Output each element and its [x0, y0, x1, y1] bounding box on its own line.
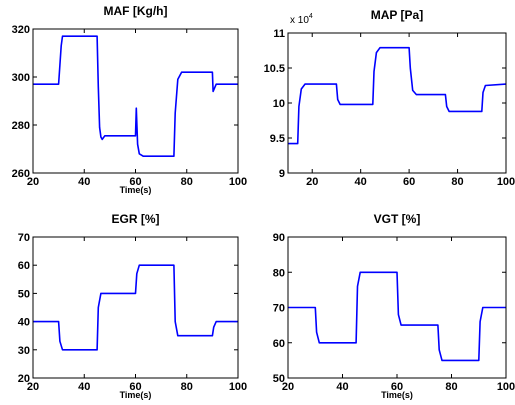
maf-xtick-label: 100 — [229, 176, 247, 188]
map-plot-multiplier: x 104 — [290, 13, 313, 26]
egr-plot-ticks: 20 40 60 80 100 20 30 40 50 60 70 — [18, 232, 247, 393]
map-ytick-label: 10.5 — [264, 63, 285, 75]
vgt-ytick-label: 50 — [273, 373, 285, 385]
egr-plot-frame — [32, 236, 239, 379]
map-plot-ticks: 20 40 60 80 100 9 9.5 10 10.5 11 — [264, 28, 515, 188]
vgt-xtick-label: 80 — [445, 381, 457, 393]
map-plot-lines — [288, 46, 507, 145]
egr-plot: EGR [%] Time(s) 20 40 60 80 100 20 30 40 50 60 70 — [18, 212, 247, 400]
maf-xtick-label: 20 — [27, 176, 39, 188]
maf-ytick-label: 320 — [12, 24, 30, 36]
egr-plot-lines — [33, 264, 238, 351]
vgt-series-line — [288, 271, 506, 362]
map-ytick-label: 9.5 — [270, 133, 285, 145]
map-ytick-label: 9 — [279, 168, 285, 180]
egr-xtick-label: 80 — [181, 381, 193, 393]
maf-plot-lines — [33, 35, 238, 157]
maf-plot-ticks: 20 40 60 80 100 260 280 300 320 — [12, 24, 248, 188]
vgt-ytick-label: 80 — [273, 267, 285, 279]
egr-ytick-label: 60 — [18, 260, 30, 272]
map-plot-multiplier-base: x 10 — [290, 15, 309, 26]
maf-ytick-label: 300 — [12, 72, 30, 84]
map-series-line — [288, 46, 507, 145]
egr-plot-xlabel: Time(s) — [120, 390, 152, 400]
maf-ytick-label: 280 — [12, 120, 30, 132]
vgt-ytick-label: 70 — [273, 303, 285, 315]
maf-series-line — [33, 35, 238, 157]
map-plot-title: MAP [Pa] — [371, 8, 423, 22]
vgt-plot-ticks: 20 40 60 80 100 50 60 70 80 90 — [273, 232, 515, 393]
maf-xtick-label: 80 — [181, 176, 193, 188]
vgt-xtick-label: 20 — [282, 381, 294, 393]
egr-ytick-label: 30 — [18, 345, 30, 357]
egr-series-line — [33, 264, 238, 351]
egr-xtick-label: 60 — [129, 381, 141, 393]
map-xtick-label: 80 — [451, 176, 463, 188]
vgt-xtick-label: 60 — [391, 381, 403, 393]
vgt-xtick-label: 40 — [336, 381, 348, 393]
vgt-plot-frame — [287, 236, 507, 379]
vgt-xtick-label: 100 — [497, 381, 515, 393]
maf-plot-title: MAF [Kg/h] — [104, 4, 168, 18]
map-plot: MAP [Pa] x 104 20 40 60 80 100 9 9.5 10 10.5 11 — [264, 8, 515, 188]
map-plot-frame — [287, 32, 507, 174]
map-plot-multiplier-exponent: 4 — [309, 13, 313, 20]
egr-xtick-label: 40 — [78, 381, 90, 393]
egr-ytick-label: 40 — [18, 317, 30, 329]
map-ytick-label: 11 — [273, 28, 285, 40]
maf-xtick-label: 60 — [129, 176, 141, 188]
egr-ytick-label: 70 — [18, 232, 30, 244]
map-xtick-label: 40 — [355, 176, 367, 188]
maf-plot-frame — [32, 28, 239, 174]
egr-plot-title: EGR [%] — [112, 212, 160, 226]
vgt-ytick-label: 60 — [273, 338, 285, 350]
maf-plot-xlabel: Time(s) — [120, 185, 152, 195]
egr-ytick-label: 20 — [18, 373, 30, 385]
vgt-ytick-label: 90 — [273, 232, 285, 244]
maf-xtick-label: 40 — [78, 176, 90, 188]
egr-xtick-label: 20 — [27, 381, 39, 393]
map-xtick-label: 100 — [497, 176, 515, 188]
maf-plot: MAF [Kg/h] Time(s) 20 40 60 80 100 260 280 300 3… — [12, 4, 248, 195]
map-ytick-label: 10 — [273, 98, 285, 110]
egr-ytick-label: 50 — [18, 288, 30, 300]
vgt-plot-lines — [288, 271, 506, 362]
maf-ytick-label: 260 — [12, 168, 30, 180]
egr-xtick-label: 100 — [229, 381, 247, 393]
map-xtick-label: 20 — [306, 176, 318, 188]
vgt-plot-xlabel: Time(s) — [381, 390, 413, 400]
map-xtick-label: 60 — [403, 176, 415, 188]
vgt-plot: VGT [%] Time(s) 20 40 60 80 100 50 60 70 80 90 — [273, 212, 515, 400]
vgt-plot-title: VGT [%] — [374, 212, 421, 226]
